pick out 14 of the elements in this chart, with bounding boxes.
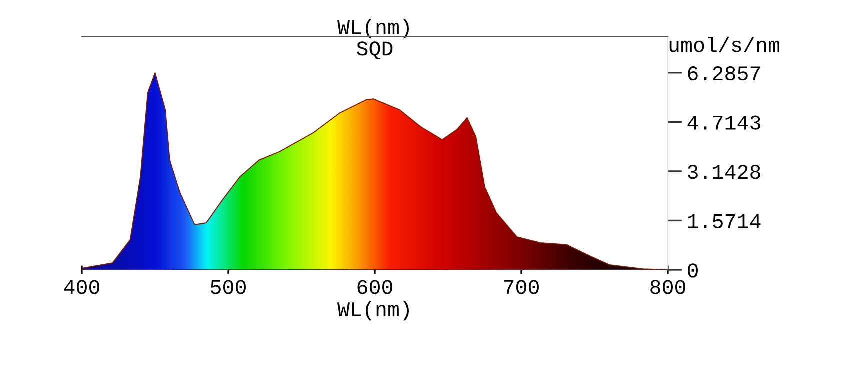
y-axis-title: umol/s/nm	[670, 37, 780, 52]
x-tick-label: 600	[358, 280, 392, 294]
x-axis-title: WL(nm)	[337, 301, 410, 321]
y-tick-label: 1.5714	[688, 214, 761, 228]
x-tick-label: 700	[504, 280, 539, 294]
chart-title: SQD	[357, 42, 393, 60]
x-tick-label: 500	[211, 280, 246, 294]
y-tick-label: 6.2857	[688, 66, 760, 81]
y-tick-label: 0	[688, 264, 698, 278]
x-tick-label: 800	[650, 280, 686, 294]
y-tick-label: 3.1428	[688, 165, 760, 180]
x-tick-label: 400	[64, 280, 100, 294]
y-tick-label: 4.7143	[688, 116, 760, 130]
x2-axis-title: WL(nm)	[337, 19, 410, 39]
